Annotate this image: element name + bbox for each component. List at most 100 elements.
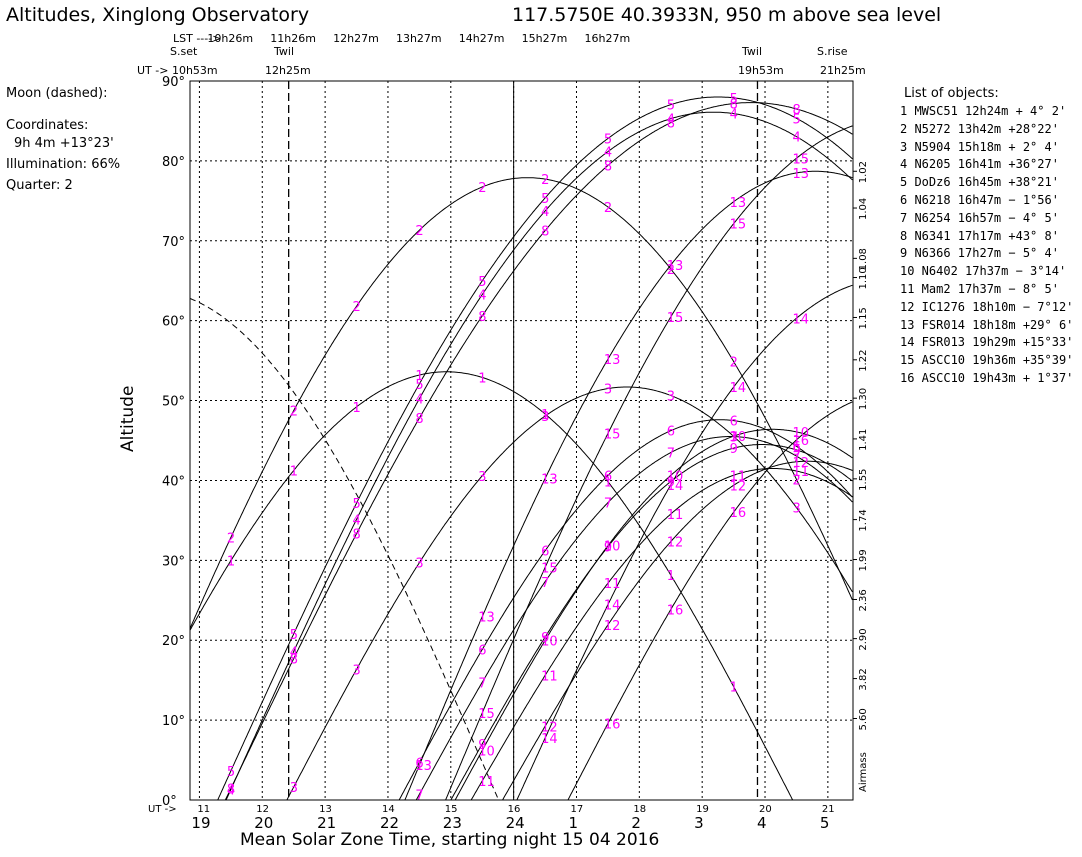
- airmass-tick-label: 1.99: [858, 549, 869, 571]
- ut-start-label: UT -> 10h53m: [137, 64, 218, 77]
- curve-label-15: 15: [541, 562, 558, 577]
- twilight-morning-label: Twil: [742, 45, 763, 58]
- airmass-tick-label: 1.55: [858, 469, 869, 491]
- curve-label-14: 14: [730, 381, 747, 396]
- curve-label-5: 5: [730, 92, 738, 107]
- airmass-tick-label: 1.22: [858, 350, 869, 372]
- curve-label-12: 12: [730, 479, 747, 494]
- lst-tick-label: 10h26m: [207, 32, 254, 45]
- object-list-item: 11 Mam2 17h37m − 8° 5': [900, 282, 1059, 296]
- curve-label-9: 9: [730, 442, 738, 457]
- curve-label-5: 5: [541, 192, 549, 207]
- airmass-tick-label: 1.41: [858, 429, 869, 451]
- y-tick-label: 80°: [162, 155, 185, 170]
- altitude-curve-7: [415, 436, 853, 800]
- curve-label-15: 15: [478, 707, 495, 722]
- curve-label-5: 5: [792, 112, 800, 127]
- curve-label-3: 3: [604, 383, 612, 398]
- curve-label-3: 3: [730, 430, 738, 445]
- x-local-tick-label: 24: [506, 814, 525, 832]
- airmass-tick-label: 1.08: [858, 248, 869, 270]
- curve-label-16: 16: [792, 434, 809, 449]
- x-ut-prefix: UT ->: [148, 804, 177, 815]
- curve-label-9: 9: [604, 541, 612, 556]
- altitude-curve-12: [501, 460, 853, 800]
- airmass-tick-label: 1.04: [858, 198, 869, 220]
- altitude-curve-14: [516, 284, 853, 800]
- object-list-item: 15 ASCC10 19h36m +35°39': [900, 353, 1074, 368]
- curve-label-11: 11: [667, 508, 684, 523]
- x-ut-tick-label: 18: [633, 804, 646, 815]
- curve-label-4: 4: [541, 205, 549, 220]
- lst-label: LST ---->: [173, 32, 222, 45]
- curve-label-1: 1: [730, 681, 738, 696]
- curve-label-11: 11: [478, 775, 495, 790]
- moon-illumination: Illumination: 66%: [6, 157, 121, 172]
- curve-label-2: 2: [415, 224, 423, 239]
- curve-label-7: 7: [478, 676, 486, 691]
- altitude-curve-8: [224, 102, 853, 800]
- object-list-item: 5 DoDz6 16h45m +38°21': [900, 175, 1059, 190]
- airmass-tick-label: 5.60: [858, 708, 869, 730]
- altitude-curve-9: [450, 444, 853, 800]
- y-tick-label: 50°: [162, 395, 185, 410]
- curve-label-12: 12: [667, 536, 684, 551]
- x-local-tick-label: 4: [757, 814, 767, 832]
- curve-label-2: 2: [667, 263, 675, 278]
- curve-label-9: 9: [792, 444, 800, 459]
- altitude-curve-6: [398, 419, 853, 800]
- curve-label-4: 4: [792, 131, 800, 146]
- object-list-item: 4 N6205 16h41m +36°27': [900, 157, 1059, 172]
- x-ut-tick-label: 17: [570, 804, 583, 815]
- curve-label-12: 12: [792, 456, 809, 471]
- curve-label-1: 1: [227, 555, 235, 570]
- object-list-item: 8 N6341 17h17m +43° 8': [900, 228, 1059, 243]
- curve-label-15: 15: [667, 311, 684, 326]
- curve-label-7: 7: [792, 450, 800, 465]
- curve-label-7: 7: [604, 497, 612, 512]
- curve-label-10: 10: [792, 426, 809, 441]
- curve-label-8: 8: [353, 528, 361, 543]
- curve-label-3: 3: [792, 502, 800, 517]
- object-list-item: 2 N5272 13h42m +28°22': [900, 121, 1059, 136]
- curve-label-6: 6: [541, 545, 549, 560]
- curve-label-3: 3: [415, 557, 423, 572]
- airmass-tick-label: 2.90: [858, 628, 869, 650]
- curve-label-6: 6: [667, 425, 675, 440]
- curve-label-2: 2: [541, 173, 549, 188]
- altitude-curve-13: [404, 170, 853, 800]
- moon-label: Moon (dashed):: [6, 86, 108, 101]
- altitude-curve-1: [190, 371, 794, 800]
- curve-label-14: 14: [792, 312, 809, 327]
- curve-label-8: 8: [730, 98, 738, 113]
- moon-quarter: Quarter: 2: [6, 178, 73, 193]
- curve-label-10: 10: [730, 430, 747, 445]
- lst-tick-label: 14h27m: [458, 32, 505, 45]
- x-ut-tick-label: 20: [759, 804, 772, 815]
- curve-label-1: 1: [415, 369, 423, 384]
- airmass-tick-label: 2.36: [858, 589, 869, 611]
- curve-label-3: 3: [478, 470, 486, 485]
- x-local-tick-label: 1: [568, 814, 578, 832]
- curve-label-9: 9: [478, 738, 486, 753]
- x-ut-tick-label: 21: [822, 804, 835, 815]
- altitude-curve-4: [225, 111, 853, 800]
- curve-label-10: 10: [478, 744, 495, 759]
- curve-label-3: 3: [353, 663, 361, 678]
- curve-label-11: 11: [541, 669, 558, 684]
- y-tick-label: 10°: [162, 714, 185, 729]
- curve-label-8: 8: [667, 117, 675, 132]
- curve-label-3: 3: [541, 410, 549, 425]
- object-list-item: 10 N6402 17h37m − 3°14': [900, 264, 1067, 279]
- y-tick-label: 0°: [162, 794, 177, 809]
- curve-label-8: 8: [290, 653, 298, 668]
- x-local-tick-label: 3: [694, 814, 704, 832]
- curve-label-14: 14: [541, 732, 558, 747]
- curve-label-16: 16: [604, 717, 621, 732]
- y-tick-label: 20°: [162, 634, 185, 649]
- x-local-tick-label: 20: [254, 814, 273, 832]
- curve-label-6: 6: [730, 415, 738, 430]
- curve-label-2: 2: [290, 405, 298, 420]
- curve-label-15: 15: [730, 218, 747, 233]
